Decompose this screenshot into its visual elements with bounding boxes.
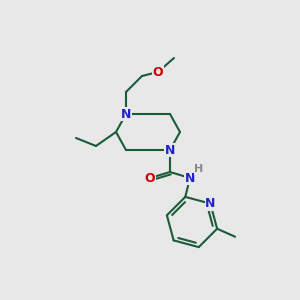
Text: N: N [121,107,131,121]
Text: H: H [194,164,204,174]
Text: O: O [145,172,155,184]
Text: N: N [165,143,175,157]
Text: O: O [153,65,163,79]
Text: N: N [185,172,195,184]
Text: N: N [205,197,216,210]
